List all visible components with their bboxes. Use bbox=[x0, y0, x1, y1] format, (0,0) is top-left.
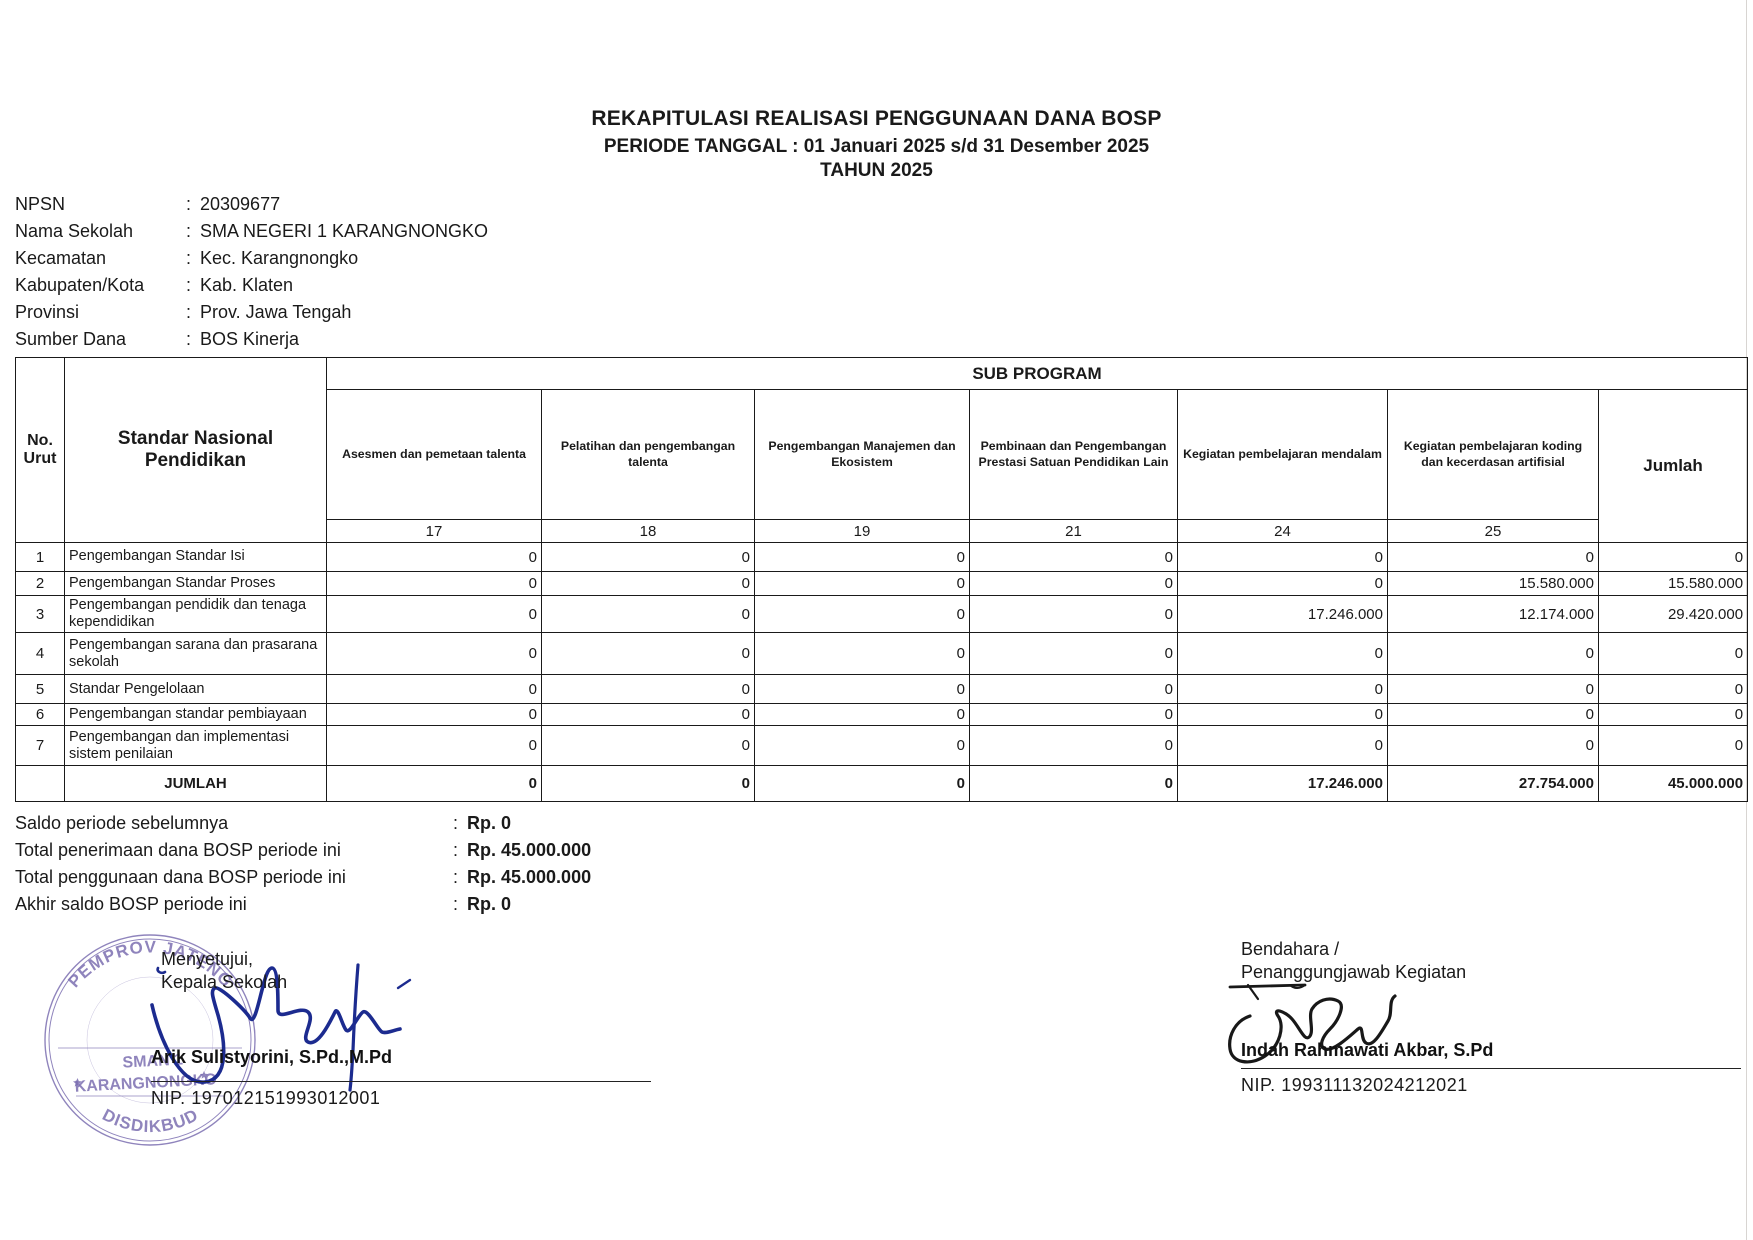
svg-text:DISDIKBUD: DISDIKBUD bbox=[99, 1105, 201, 1136]
